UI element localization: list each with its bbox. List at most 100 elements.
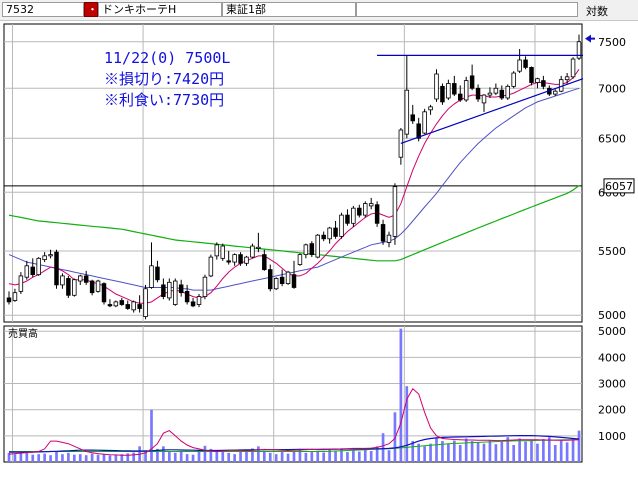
volume-bar [524,441,527,462]
volume-bar [173,452,177,462]
volume-bar [67,452,70,462]
volume-bar [120,454,124,462]
candle-body [374,204,380,224]
candle-body [131,301,136,311]
candle-body [83,275,89,283]
candle-body [60,275,65,286]
candle-body [273,278,279,290]
volume-bar [375,446,379,462]
candle-body [256,246,261,249]
volume-bar [417,443,421,462]
candle-body [351,207,356,224]
volume-bar [286,453,290,462]
candle-body [410,114,415,122]
candle-body [315,234,320,258]
candle-body [404,89,410,135]
candle-body [113,301,119,307]
candle-body [333,227,338,237]
candle-body [475,87,481,100]
volume-bar [144,450,147,462]
volume-bar [352,450,355,462]
volume-bar [334,451,337,462]
volume-bar [369,451,373,462]
volume-tick-label: 5000 [598,325,626,338]
volume-bar [251,448,254,462]
volume-bar [500,441,504,462]
volume-bar [55,451,58,462]
volume-bar [387,450,391,462]
volume-bar [150,409,153,462]
candle-body [220,245,225,259]
candle-body [291,274,297,288]
candle-body [95,280,101,292]
candle-body [535,78,540,83]
volume-bar [167,452,171,462]
volume-bar [13,454,17,462]
volume-bar [464,438,468,462]
volume-bar [262,451,266,462]
candle-body [244,256,249,264]
last-price-arrow-icon [585,34,595,43]
candle-body [208,256,214,277]
volume-bar [245,452,248,462]
volume-bar [346,452,349,462]
volume-bar [328,449,331,462]
stock-code[interactable]: 7532 [2,2,84,17]
candle-body [279,276,285,285]
scale-mode-label[interactable]: 対数 [586,5,608,18]
stock-name[interactable]: ドンキホーテH [98,2,222,17]
volume-bar [132,452,136,462]
volume-bar [340,448,343,462]
volume-bar [363,448,367,462]
volume-bar [215,451,219,462]
volume-bar [423,446,426,462]
volume-bar [274,454,278,462]
candle-body [101,283,107,303]
volume-tick-label: 3000 [598,378,626,391]
candle-body [214,244,220,257]
candle-body [173,280,178,305]
volume-bar [102,454,106,462]
candle-body [196,296,202,305]
bullet-marker: ・ [84,2,98,17]
candle-body [6,297,12,303]
volume-bar [494,444,498,462]
volume-bar [191,454,195,462]
volume-bar [96,454,100,462]
candle-body [226,260,231,263]
volume-panel-title: 売買高 [8,327,38,340]
candle-body [48,254,53,257]
candle-body [321,234,326,240]
volume-bar [61,454,64,462]
volume-bar [227,452,231,462]
candle-body [143,288,148,317]
candle-body [469,75,475,89]
price-tick-label: 7500 [598,36,626,49]
current-price-label: 6057 [605,180,633,193]
volume-bar [476,442,480,462]
header-bar: 7532 ・ ドンキホーテH 東証1部 対数 [0,0,638,21]
volume-bar [506,437,510,462]
volume-bar [488,440,492,462]
volume-bar [203,445,207,462]
candle-body [493,87,499,94]
candle-body [149,265,154,288]
candle-body [184,290,190,303]
candle-body [446,83,451,99]
candle-body [541,80,546,87]
candle-body [30,266,35,276]
volume-bar [381,433,385,462]
price-tick-label: 7000 [598,82,626,95]
volume-bar [530,439,533,462]
volume-bar [547,437,551,462]
trade-annotation: 11/22(0) 7500L ※損切り:7420円 ※利食い:7730円 [104,48,230,111]
volume-ma-short-line [8,388,580,456]
volume-bar [209,448,213,462]
volume-bar [536,443,539,462]
candle-body [517,59,522,72]
volume-bar [429,443,432,462]
info-field [356,2,578,17]
annotation-stop-loss: ※損切り:7420円 [104,70,225,88]
candle-body [380,224,386,242]
chart-area: 5000550060006500700075001000200030004000… [3,23,635,463]
